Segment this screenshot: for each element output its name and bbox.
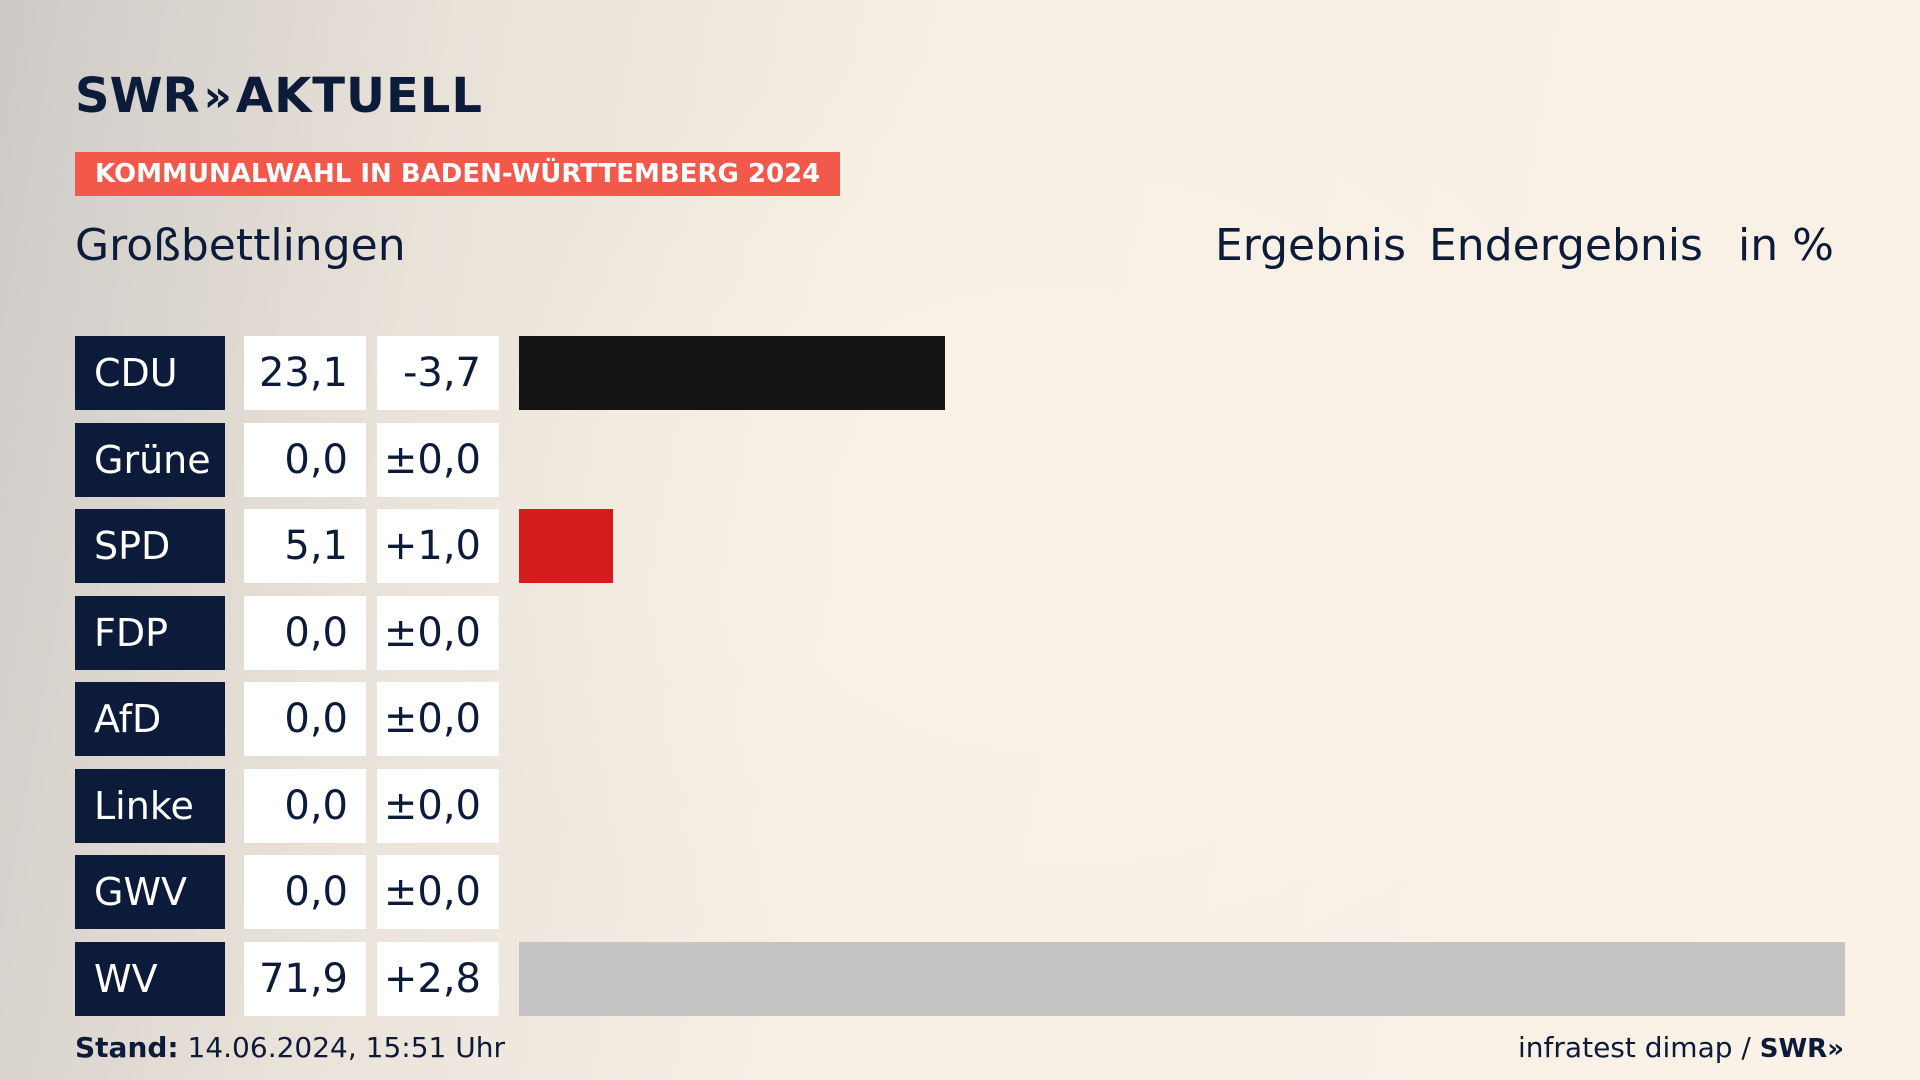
result-bar: [519, 336, 945, 410]
header-status: Endergebnis: [1429, 220, 1703, 271]
logo-swr-text: SWR: [75, 68, 200, 124]
footer-stand: Stand: 14.06.2024, 15:51 Uhr: [75, 1031, 505, 1064]
result-value: 5,1: [244, 509, 366, 583]
logo-chevron-icon: »: [203, 70, 232, 122]
change-value: +1,0: [377, 509, 499, 583]
change-value: ±0,0: [377, 855, 499, 929]
change-value: ±0,0: [377, 595, 499, 670]
election-banner: KOMMUNALWAHL IN BADEN-WÜRTTEMBERG 2024: [75, 152, 841, 196]
result-value: 71,9: [244, 941, 366, 1016]
result-value: 0,0: [244, 768, 366, 843]
header-unit: in %: [1738, 220, 1834, 271]
party-label: CDU: [75, 336, 225, 410]
result-bar: [519, 509, 613, 583]
logo-aktuell-text: AKTUELL: [235, 68, 483, 124]
change-value: -3,7: [377, 336, 499, 410]
party-label: AfD: [75, 682, 225, 756]
stand-value: 14.06.2024, 15:51 Uhr: [187, 1031, 505, 1064]
party-label: WV: [75, 941, 225, 1016]
result-value: 0,0: [244, 682, 366, 756]
header-result: Ergebnis: [1215, 220, 1407, 271]
source-text: infratest dimap /: [1518, 1031, 1751, 1064]
swr-small-logo: SWR»: [1759, 1034, 1844, 1064]
result-value: 0,0: [244, 855, 366, 929]
stand-label: Stand:: [75, 1031, 179, 1064]
party-label: GWV: [75, 855, 225, 929]
change-value: +2,8: [377, 941, 499, 1016]
result-value: 0,0: [244, 422, 366, 497]
party-label: SPD: [75, 509, 225, 583]
result-value: 23,1: [244, 336, 366, 410]
chart-title: Großbettlingen: [75, 220, 406, 271]
swr-aktuell-logo: SWR » AKTUELL: [75, 68, 483, 124]
footer-source: infratest dimap / SWR»: [1518, 1031, 1844, 1064]
party-label: Grüne: [75, 422, 225, 497]
result-bar: [519, 941, 1845, 1016]
change-value: ±0,0: [377, 422, 499, 497]
party-label: Linke: [75, 768, 225, 843]
party-label: FDP: [75, 595, 225, 670]
result-value: 0,0: [244, 595, 366, 670]
change-value: ±0,0: [377, 682, 499, 756]
change-value: ±0,0: [377, 768, 499, 843]
